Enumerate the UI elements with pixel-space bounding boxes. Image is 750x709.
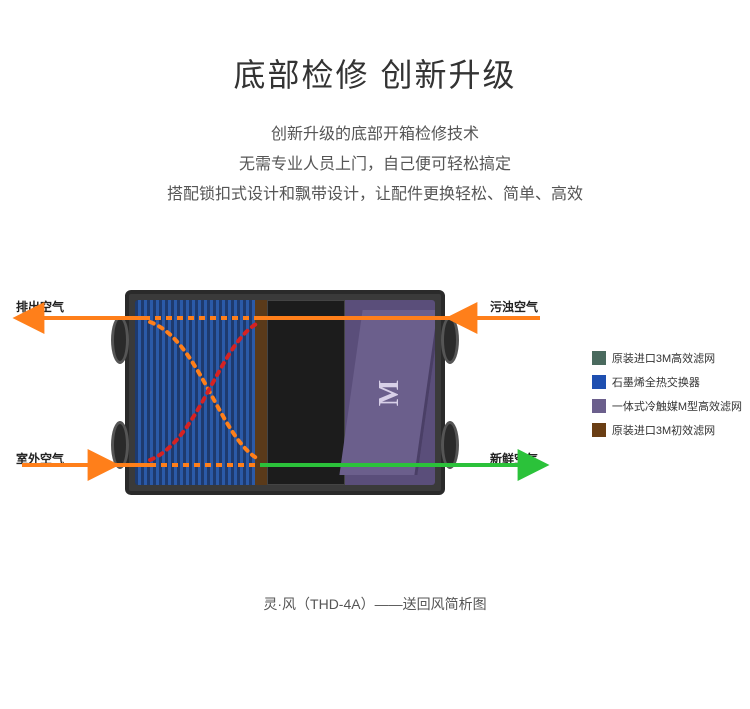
legend-row: 一体式冷触媒M型高效滤网 <box>592 398 742 414</box>
m-filter: M <box>345 300 435 485</box>
legend-label-2: 一体式冷触媒M型高效滤网 <box>612 398 742 414</box>
flange-tl <box>111 316 129 364</box>
legend-swatch-0 <box>592 351 606 365</box>
legend-row: 原装进口3M初效滤网 <box>592 422 742 438</box>
subtitle-l2: 无需专业人员上门，自己便可轻松搞定 <box>0 150 750 180</box>
legend-swatch-2 <box>592 399 606 413</box>
caption: 灵·风（THD-4A）——送回风简析图 <box>0 594 750 614</box>
subtitle-block: 创新升级的底部开箱检修技术 无需专业人员上门，自己便可轻松搞定 搭配锁扣式设计和… <box>0 120 750 210</box>
label-dirty: 污浊空气 <box>490 298 538 315</box>
hrv-unit: M <box>125 290 445 495</box>
legend-row: 石墨烯全热交换器 <box>592 374 742 390</box>
legend-label-1: 石墨烯全热交换器 <box>612 374 700 390</box>
subtitle-l1: 创新升级的底部开箱检修技术 <box>0 120 750 150</box>
m-glyph: M <box>374 379 406 405</box>
flange-br <box>441 421 459 469</box>
legend-swatch-1 <box>592 375 606 389</box>
legend-label-3: 原装进口3M初效滤网 <box>612 422 715 438</box>
heat-exchanger <box>135 300 255 485</box>
legend-label-0: 原装进口3M高效滤网 <box>612 350 715 366</box>
diagram-area: 排出空气 污浊空气 室外空气 新鲜空气 M <box>0 250 750 590</box>
legend-swatch-3 <box>592 423 606 437</box>
subtitle-l3: 搭配锁扣式设计和飘带设计，让配件更换轻松、简单、高效 <box>0 180 750 210</box>
flange-tr <box>441 316 459 364</box>
label-fresh: 新鲜空气 <box>490 450 538 467</box>
label-exhaust: 排出空气 <box>16 298 64 315</box>
unit-inner: M <box>135 300 435 485</box>
mid-chamber <box>267 300 345 485</box>
legend-row: 原装进口3M高效滤网 <box>592 350 742 366</box>
flange-bl <box>111 421 129 469</box>
page-title: 底部检修 创新升级 <box>0 50 750 96</box>
prefilter-slot <box>255 300 267 485</box>
legend: 原装进口3M高效滤网 石墨烯全热交换器 一体式冷触媒M型高效滤网 原装进口3M初… <box>592 350 742 446</box>
label-outdoor: 室外空气 <box>16 450 64 467</box>
